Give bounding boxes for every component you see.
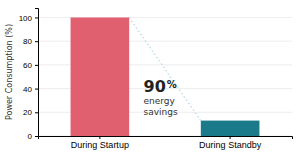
y-axis-line <box>35 9 39 137</box>
annotation-sub: energy <box>144 96 176 106</box>
plot: 0 20 40 60 80 100 During Startup During Standby… <box>19 9 293 151</box>
y-tick-mark <box>35 136 38 137</box>
y-tick-mark <box>35 89 38 90</box>
bars <box>71 17 260 136</box>
annotation-sub: savings <box>144 107 178 117</box>
y-tick-mark <box>35 17 38 18</box>
y-tick: 40 <box>23 85 38 94</box>
y-tick-label: 20 <box>23 108 32 117</box>
bar <box>71 17 130 136</box>
y-tick-label: 40 <box>23 85 32 94</box>
x-axis: During Startup During Standby <box>39 136 293 150</box>
y-tick: 60 <box>23 61 38 70</box>
y-tick-mark <box>35 112 38 113</box>
x-tick: During Startup <box>71 136 129 150</box>
x-tick-label: During Startup <box>71 140 129 150</box>
y-axis: 0 20 40 60 80 100 <box>19 9 39 142</box>
x-tick-mark <box>99 136 100 139</box>
x-axis-line <box>39 137 293 140</box>
annotation-big: 90 <box>144 77 166 96</box>
y-tick: 20 <box>23 108 38 117</box>
y-tick-label: 80 <box>23 37 32 46</box>
y-tick: 0 <box>28 132 38 141</box>
x-tick-label: During Standby <box>199 140 262 150</box>
y-tick-label: 100 <box>19 14 33 23</box>
grid <box>38 17 292 136</box>
chart: 0 20 40 60 80 100 During Startup During Standby… <box>0 0 300 154</box>
y-tick: 100 <box>19 14 38 23</box>
annotation-pct: % <box>167 79 177 90</box>
y-axis-title: Power Consumption (%) <box>5 24 14 120</box>
x-tick: During Standby <box>199 136 262 150</box>
x-tick-mark <box>230 136 231 139</box>
connector-line <box>129 17 201 120</box>
y-tick: 80 <box>23 37 38 46</box>
bar <box>201 121 260 136</box>
annotation: 90% energysavings <box>144 77 178 117</box>
y-tick-mark <box>35 41 38 42</box>
y-tick-label: 0 <box>28 132 33 141</box>
y-tick-mark <box>35 65 38 66</box>
y-tick-label: 60 <box>23 61 32 70</box>
